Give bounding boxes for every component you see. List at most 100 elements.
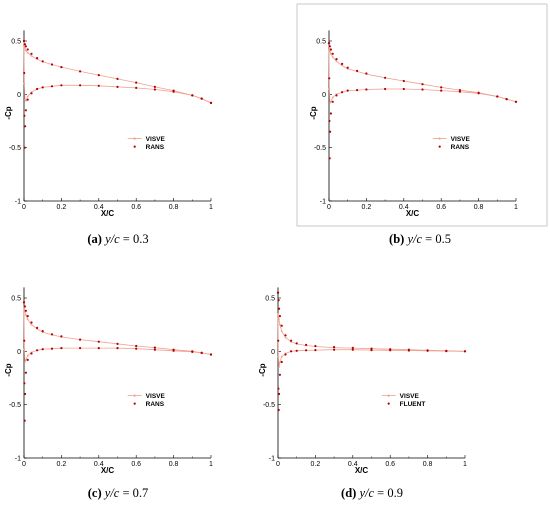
data-point <box>50 333 54 336</box>
data-point <box>191 350 194 353</box>
y-tick-label: 0.5 <box>265 296 275 303</box>
data-point <box>24 392 27 396</box>
data-point <box>200 351 203 354</box>
x-tick-label: 1 <box>463 461 467 468</box>
data-point <box>41 60 44 63</box>
data-point <box>23 339 26 342</box>
legend-label: RANS <box>451 144 470 151</box>
data-point <box>351 346 354 349</box>
data-point <box>341 64 343 67</box>
x-axis-label: X/C <box>406 209 420 218</box>
data-point <box>280 355 283 358</box>
data-point <box>26 315 29 318</box>
data-point <box>23 305 26 308</box>
data-point <box>60 84 63 87</box>
data-point <box>30 352 33 355</box>
x-tick-label: 0.2 <box>57 204 67 211</box>
data-point <box>30 52 33 55</box>
data-point <box>389 349 392 352</box>
data-point <box>341 91 344 94</box>
series-rans <box>327 42 518 160</box>
data-point <box>370 349 373 352</box>
y-tick-label: -0.5 <box>9 145 21 152</box>
data-point <box>23 114 26 117</box>
data-point <box>351 348 354 351</box>
data-point <box>426 349 429 352</box>
x-axis-label: X/C <box>355 466 369 475</box>
y-tick-label: -1 <box>15 456 21 463</box>
legend-label: VISVE <box>400 393 420 400</box>
data-point <box>36 57 39 60</box>
data-point <box>277 339 280 342</box>
x-tick-label: 0.4 <box>348 461 358 468</box>
data-point <box>23 71 26 75</box>
data-point <box>50 85 54 88</box>
data-point <box>329 112 332 115</box>
data-point <box>440 86 443 89</box>
data-point <box>25 99 27 102</box>
data-point <box>79 347 82 350</box>
data-point <box>402 79 405 83</box>
data-point <box>330 100 332 103</box>
x-tick-label: 0.4 <box>399 204 409 211</box>
data-point <box>284 334 287 337</box>
data-point <box>25 359 27 361</box>
legend-marker <box>133 137 136 140</box>
data-point <box>356 89 359 92</box>
chart-panel: 0 0.2 0.4 0.6 0.8 1 0.5 0 -0.5 -1 X/C -Cp VISVEFLUEN… <box>258 287 467 500</box>
data-point <box>30 55 33 57</box>
data-point <box>284 353 287 356</box>
data-point <box>209 353 213 356</box>
data-point <box>116 85 119 88</box>
x-tick-label: 0.2 <box>311 461 321 468</box>
panel-caption: (d) y/c = 0.9 <box>341 486 403 500</box>
y-tick-label: 0 <box>17 92 21 99</box>
data-point <box>50 347 54 350</box>
data-point <box>26 354 29 357</box>
data-point <box>24 45 27 48</box>
data-point <box>97 84 100 87</box>
x-tick-label: 0.8 <box>474 204 484 211</box>
data-point <box>295 342 298 345</box>
data-point <box>153 346 156 349</box>
data-point <box>365 88 368 91</box>
series-line <box>23 46 212 104</box>
data-point <box>335 94 338 97</box>
series-visve <box>328 45 517 104</box>
data-point <box>290 339 293 342</box>
legend-label: RANS <box>146 144 165 151</box>
data-point <box>24 371 27 374</box>
x-tick-label: 0.6 <box>385 461 395 468</box>
data-point <box>278 392 281 396</box>
data-point <box>209 101 213 104</box>
data-point <box>328 157 331 160</box>
data-point <box>295 349 298 352</box>
legend-marker <box>387 402 390 405</box>
legend-marker <box>387 394 390 397</box>
data-point <box>335 58 338 61</box>
y-axis-label: -Cp <box>4 363 13 376</box>
data-point <box>329 48 332 51</box>
data-point <box>331 52 334 55</box>
data-point <box>277 408 280 412</box>
x-tick-label: 1 <box>209 461 213 468</box>
data-point <box>445 350 448 353</box>
data-point <box>328 88 331 90</box>
data-point <box>23 419 26 422</box>
data-point <box>278 307 281 310</box>
data-point <box>421 83 424 86</box>
legend-label: RANS <box>146 401 165 408</box>
data-point <box>331 96 334 99</box>
panel-caption: (b) y/c = 0.5 <box>389 232 451 246</box>
data-point <box>24 361 26 363</box>
x-tick-label: 1 <box>514 204 518 211</box>
data-point <box>277 299 280 302</box>
data-point <box>36 326 39 329</box>
series-line <box>328 46 517 103</box>
x-axis-label: X/C <box>101 466 115 475</box>
data-point <box>22 39 26 43</box>
data-point <box>26 98 29 101</box>
series-rans <box>22 39 213 149</box>
data-point <box>97 74 100 77</box>
